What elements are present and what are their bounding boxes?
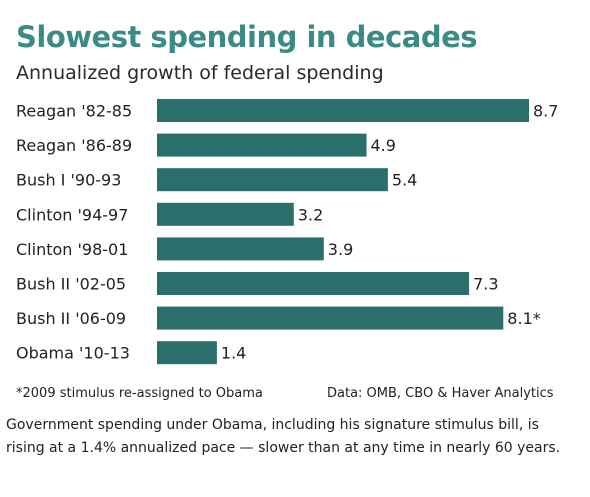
data-label: 3.9 [328,240,353,259]
category-label: Bush II '02-05 [16,275,126,294]
category-label: Clinton '94-97 [16,205,128,224]
bar [157,237,324,261]
data-label: 7.3 [473,275,498,294]
category-label: Reagan '86-89 [16,136,132,155]
caption: Government spending under Obama, includi… [6,417,561,456]
data-label: 1.4 [221,344,246,363]
data-label: 3.2 [298,205,323,224]
data-label: 8.7 [533,102,558,121]
bar [157,341,217,365]
bar [157,99,529,122]
bar [157,168,388,192]
bar-chart: Reagan '82-85 8.7 Reagan '86-89 4.9 Bush I '… [16,99,558,365]
footnote: *2009 stimulus re-assigned to Obama [16,386,263,401]
category-label: Obama '10-13 [16,344,130,363]
bar [157,272,470,295]
category-label: Bush I '90-93 [16,171,121,190]
data-label: 4.9 [371,136,396,155]
category-label: Bush II '06-09 [16,309,126,328]
bar [157,133,367,157]
chart-subtitle: Annualized growth of federal spending [16,62,384,84]
data-label: 5.4 [392,171,417,190]
source-note: Data: OMB, CBO & Haver Analytics [327,386,554,401]
bar [157,202,294,226]
chart-title: Slowest spending in decades [16,20,478,54]
bar [157,306,504,330]
category-label: Reagan '82-85 [16,102,132,121]
data-label: 8.1* [507,309,540,328]
category-label: Clinton '98-01 [16,240,128,259]
